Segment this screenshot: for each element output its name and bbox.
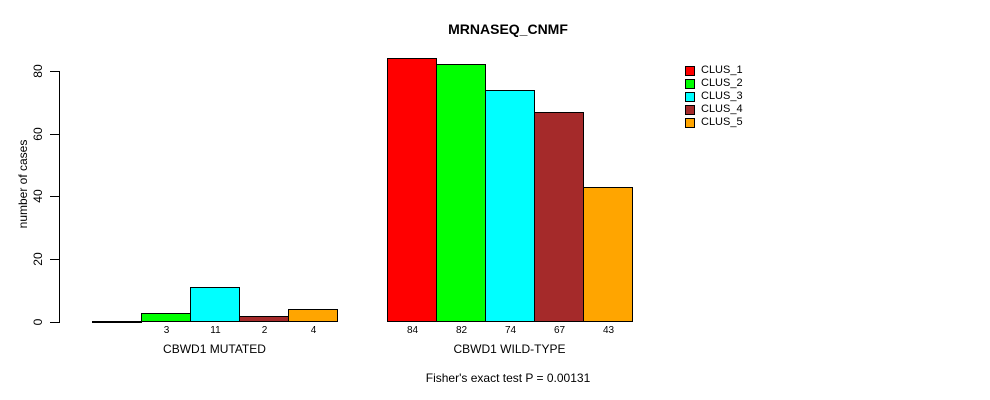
bar-clus_3: [485, 90, 535, 322]
y-axis-tick: [50, 322, 59, 323]
legend-item-clus_5: CLUS_5: [685, 116, 743, 129]
bar-clus_4: [534, 112, 584, 322]
legend-item-label: CLUS_2: [701, 77, 743, 89]
group-label: CBWD1 WILD-TYPE: [453, 342, 566, 356]
bar-value-label: 11: [210, 325, 221, 336]
y-axis-tick-label: 40: [31, 189, 45, 203]
legend-item-clus_4: CLUS_4: [685, 103, 743, 116]
legend-item-clus_1: CLUS_1: [685, 64, 743, 77]
bar-value-label: 84: [406, 325, 419, 336]
bar-value-label: 3: [163, 325, 170, 336]
bar-clus_3: [190, 287, 240, 322]
legend-swatch-icon: [685, 65, 695, 76]
y-axis-tick: [50, 196, 59, 197]
bar-value-label: 67: [553, 325, 566, 336]
legend-item-label: CLUS_5: [701, 116, 743, 128]
bar-clus_4: [239, 316, 289, 322]
y-axis-tick-label: 20: [31, 252, 45, 266]
y-axis-tick: [50, 259, 59, 260]
y-axis-line: [59, 71, 60, 323]
legend-swatch-icon: [685, 104, 695, 115]
bar-value-label: 4: [310, 325, 317, 336]
y-axis-tick: [50, 71, 59, 72]
bar-value-label: 2: [261, 325, 268, 336]
legend-item-label: CLUS_4: [701, 103, 743, 115]
bar-clus_1: [387, 58, 437, 322]
y-axis-tick-label: 80: [31, 64, 45, 78]
legend-item-clus_3: CLUS_3: [685, 90, 743, 103]
bar-clus_5: [288, 309, 338, 322]
legend-item-clus_2: CLUS_2: [685, 77, 743, 90]
legend-swatch-icon: [685, 91, 695, 102]
legend-swatch-icon: [685, 78, 695, 89]
y-axis-tick-label: 60: [31, 127, 45, 141]
group-label: CBWD1 MUTATED: [163, 342, 266, 356]
bar-clus_1: [92, 321, 142, 323]
bar-value-label: 82: [455, 325, 468, 336]
legend-swatch-icon: [685, 117, 695, 128]
legend-item-label: CLUS_1: [701, 64, 743, 76]
bar-clus_2: [141, 313, 191, 322]
bar-clus_2: [436, 64, 486, 322]
legend-item-label: CLUS_3: [701, 90, 743, 102]
bar-clus_5: [583, 187, 633, 322]
bar-value-label: 74: [504, 325, 517, 336]
chart-title: MRNASEQ_CNMF: [448, 21, 568, 37]
fisher-test-annotation: Fisher's exact test P = 0.00131: [425, 371, 591, 385]
y-axis-tick-label: 0: [31, 318, 45, 326]
legend: CLUS_1 CLUS_2 CLUS_3 CLUS_4 CLUS_5: [685, 64, 743, 129]
bar-value-label: 43: [602, 325, 615, 336]
y-axis-tick: [50, 134, 59, 135]
